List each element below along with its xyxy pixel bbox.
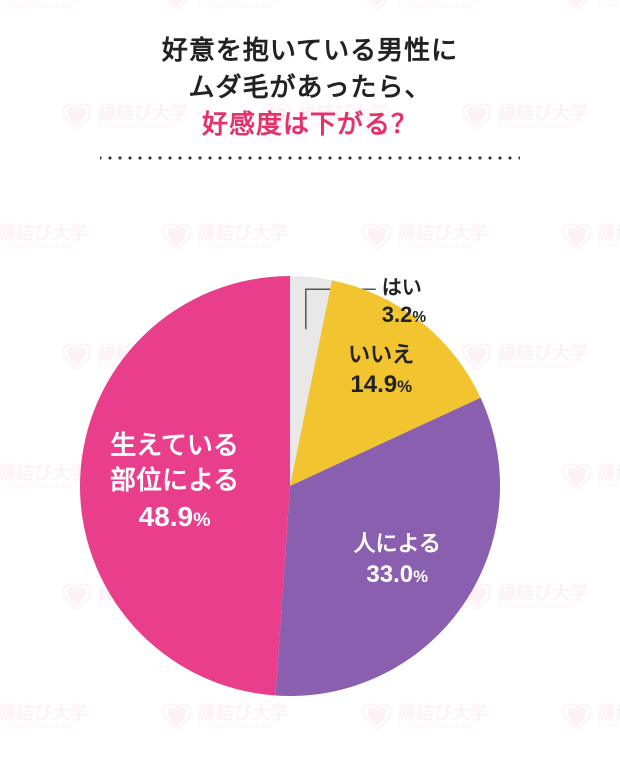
slice-label-bui: 生えている部位による48.9% xyxy=(110,428,239,536)
slice-label-hai: はい3.2% xyxy=(382,275,426,330)
title-line-2: ムダ毛があったら、 xyxy=(30,67,590,104)
slice-label-hito: 人による33.0% xyxy=(354,529,441,591)
slice-label-iie: いいえ14.9% xyxy=(348,340,414,402)
dotted-divider xyxy=(100,155,520,161)
chart-container: 好意を抱いている男性に ムダ毛があったら、 好感度は下がる？ はい3.2% いいえ… xyxy=(0,0,620,761)
title-line-1: 好意を抱いている男性に xyxy=(30,30,590,67)
pie-chart: はい3.2% いいえ14.9% 人による33.0% 生えている部位による48.9% xyxy=(30,181,590,741)
title-line-3: 好感度は下がる？ xyxy=(30,104,590,141)
chart-title: 好意を抱いている男性に ムダ毛があったら、 好感度は下がる？ xyxy=(30,30,590,141)
